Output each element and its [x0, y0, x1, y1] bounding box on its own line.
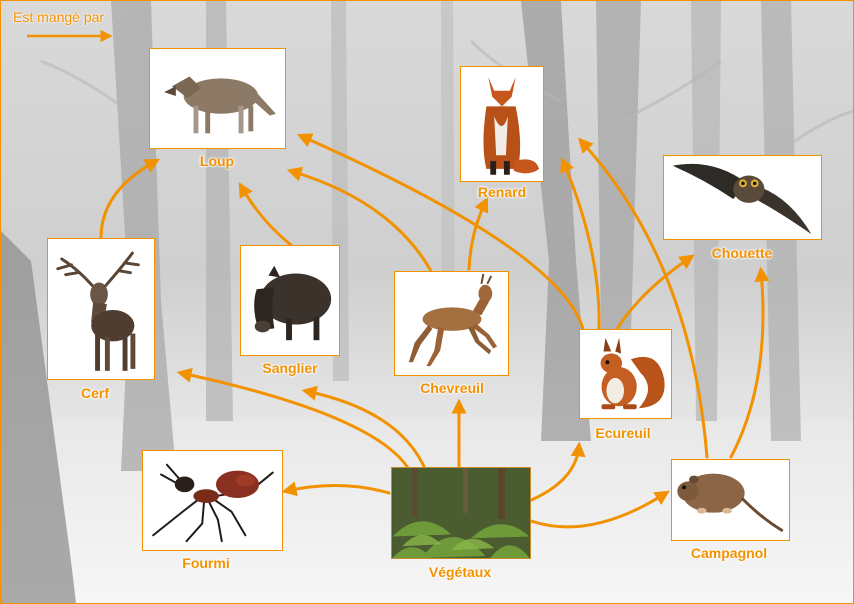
sanglier-label: Sanglier [262, 360, 318, 376]
boar-icon [254, 265, 332, 341]
renard-label: Renard [477, 184, 527, 200]
plants-icon [392, 468, 530, 558]
arrow-vegetaux-cerf [176, 367, 413, 475]
vole-card [671, 459, 790, 541]
loup-label: Loup [199, 153, 235, 169]
plants-card [391, 467, 531, 559]
chouette-label: Chouette [711, 245, 773, 261]
arrow-vegetaux-sanglier [301, 385, 428, 473]
owl-icon [672, 163, 812, 235]
fox-card [460, 66, 544, 182]
roe-deer-card [394, 271, 509, 376]
fourmi-label: Fourmi [182, 555, 230, 571]
ant-icon [152, 463, 274, 543]
squirrel-card [579, 329, 672, 419]
arrow-ecureuil-loup [296, 133, 585, 331]
arrow-vegetaux-campagnol [529, 490, 670, 529]
ant-card [142, 450, 283, 551]
arrow-campagnol-renard [577, 137, 709, 459]
wolf-card [149, 48, 286, 149]
campagnol-label: Campagnol [690, 545, 768, 561]
arrow-vegetaux-fourmi [281, 481, 391, 497]
vole-icon [677, 473, 784, 532]
fox-icon [483, 77, 540, 175]
arrow-chevreuil-renard [467, 196, 489, 271]
roe-deer-icon [408, 273, 498, 367]
vegetaux-label: Végétaux [428, 564, 492, 580]
arrow-vegetaux-ecureuil [527, 441, 586, 503]
ecureuil-label: Ecureuil [595, 425, 651, 441]
arrow-chevreuil-loup [286, 166, 433, 273]
deer-card [47, 238, 155, 380]
arrow-ecureuil-renard [560, 156, 601, 331]
arrow-sanglier-loup [238, 182, 293, 247]
arrow-ecureuil-chouette [615, 254, 695, 331]
arrow-campagnol-chouette [729, 266, 770, 459]
cerf-label: Cerf [80, 385, 110, 401]
squirrel-icon [600, 337, 665, 410]
chevreuil-label: Chevreuil [420, 380, 484, 396]
wolf-icon [164, 76, 276, 134]
owl-card [663, 155, 822, 240]
deer-icon [56, 251, 140, 371]
arrow-cerf-loup [99, 158, 160, 240]
boar-card [240, 245, 340, 356]
legend-label: Est mangé par [13, 9, 105, 25]
